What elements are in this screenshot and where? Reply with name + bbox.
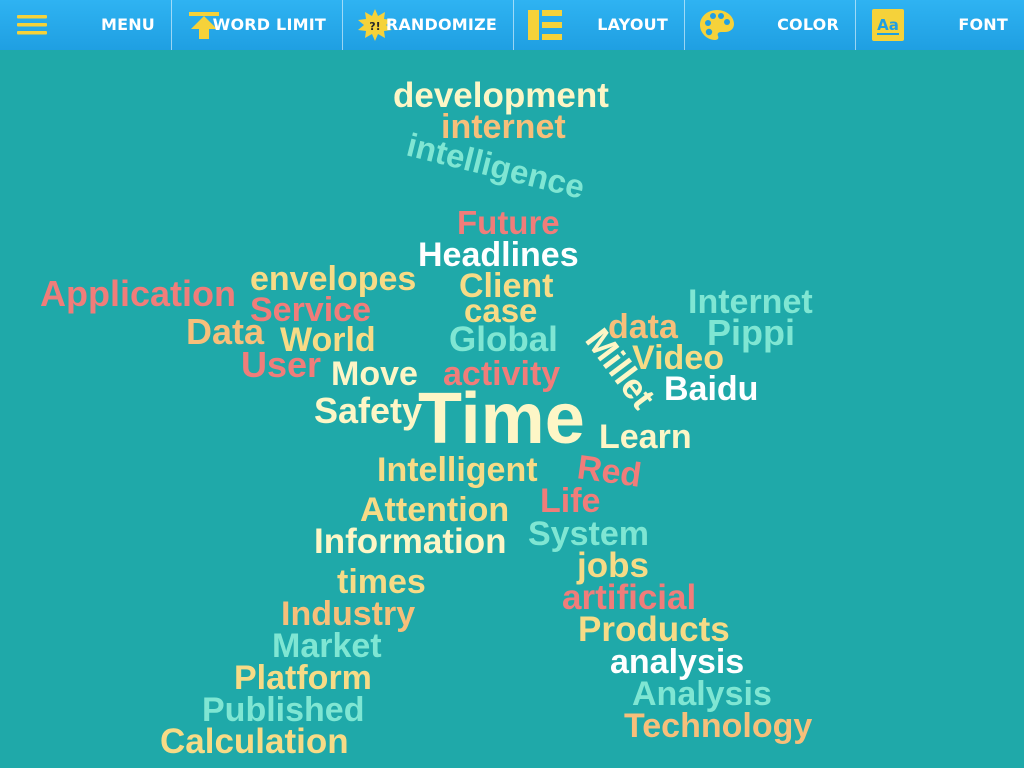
layout-icon: [528, 10, 562, 40]
cloud-word[interactable]: Published: [202, 691, 364, 729]
cloud-word[interactable]: analysis: [610, 643, 744, 681]
cloud-word[interactable]: times: [337, 563, 426, 601]
palette-icon: [700, 10, 734, 40]
cloud-word[interactable]: Future: [457, 204, 560, 241]
word-cloud-canvas: developmentinternetintelligenceFutureHea…: [40, 76, 813, 761]
menu-label: MENU: [100, 15, 155, 34]
menu-button[interactable]: MENU: [0, 0, 171, 50]
cloud-word[interactable]: development: [393, 76, 609, 115]
cloud-word[interactable]: Client: [459, 267, 553, 305]
cloud-word[interactable]: Move: [331, 355, 418, 393]
cloud-word[interactable]: Global: [449, 320, 558, 359]
cloud-word[interactable]: jobs: [576, 546, 649, 585]
cloud-word[interactable]: Internet: [688, 283, 813, 321]
cloud-word[interactable]: Data: [186, 311, 265, 352]
cloud-word[interactable]: Headlines: [418, 236, 579, 274]
word-cloud: development internet intelligence Future Hea…: [0, 50, 1024, 768]
randomize-button[interactable]: ?! RANDOMIZE: [342, 0, 513, 50]
hamburger-menu-icon: [17, 15, 47, 35]
randomize-starburst-icon: ?!: [358, 9, 392, 41]
cloud-word[interactable]: Calculation: [160, 722, 349, 761]
font-icon-glyph: Aa: [877, 16, 899, 34]
cloud-word[interactable]: User: [241, 344, 321, 385]
cloud-word[interactable]: Attention: [360, 491, 509, 529]
cloud-word[interactable]: Pippi: [707, 312, 795, 353]
cloud-word[interactable]: Service: [250, 291, 371, 329]
font-button[interactable]: Aa FONT: [855, 0, 1024, 50]
cloud-word[interactable]: Analysis: [632, 675, 772, 713]
cloud-word[interactable]: internet: [441, 108, 566, 146]
cloud-word[interactable]: artificial: [562, 578, 696, 617]
layout-label: LAYOUT: [597, 15, 668, 34]
cloud-word[interactable]: Life: [540, 482, 600, 520]
cloud-word[interactable]: Application: [40, 273, 236, 314]
word-limit-label: WORD LIMIT: [212, 15, 326, 34]
randomize-icon-glyph: ?!: [369, 20, 380, 33]
cloud-word[interactable]: data: [608, 308, 679, 346]
cloud-word[interactable]: System: [528, 515, 649, 553]
color-label: COLOR: [777, 15, 839, 34]
cloud-word[interactable]: Red: [575, 448, 644, 495]
cloud-word[interactable]: Market: [272, 627, 382, 665]
cloud-word[interactable]: envelopes: [250, 260, 416, 298]
cloud-word[interactable]: Information: [314, 522, 506, 561]
toolbar: MENU WORD LIMIT ?! RANDOMIZE LAYOUT: [0, 0, 1024, 50]
cloud-word[interactable]: World: [280, 321, 376, 359]
cloud-word[interactable]: Technology: [624, 707, 812, 745]
word-limit-button[interactable]: WORD LIMIT: [171, 0, 342, 50]
randomize-label: RANDOMIZE: [385, 15, 497, 34]
cloud-word[interactable]: Products: [578, 610, 730, 649]
cloud-word[interactable]: Learn: [599, 418, 692, 456]
cloud-word[interactable]: Baidu: [664, 370, 758, 408]
font-label: FONT: [958, 15, 1008, 34]
cloud-word[interactable]: Intelligent: [377, 451, 538, 489]
cloud-word[interactable]: Platform: [234, 659, 372, 697]
color-button[interactable]: COLOR: [684, 0, 855, 50]
layout-button[interactable]: LAYOUT: [513, 0, 684, 50]
arrow-up-limit-icon: [189, 12, 219, 39]
cloud-word[interactable]: Time: [418, 379, 585, 459]
font-icon: Aa: [872, 9, 904, 41]
cloud-word[interactable]: Video: [632, 339, 724, 377]
cloud-word[interactable]: case: [464, 292, 537, 329]
cloud-word[interactable]: Industry: [281, 595, 415, 633]
cloud-word[interactable]: Safety: [314, 390, 422, 431]
cloud-word[interactable]: activity: [443, 355, 560, 393]
